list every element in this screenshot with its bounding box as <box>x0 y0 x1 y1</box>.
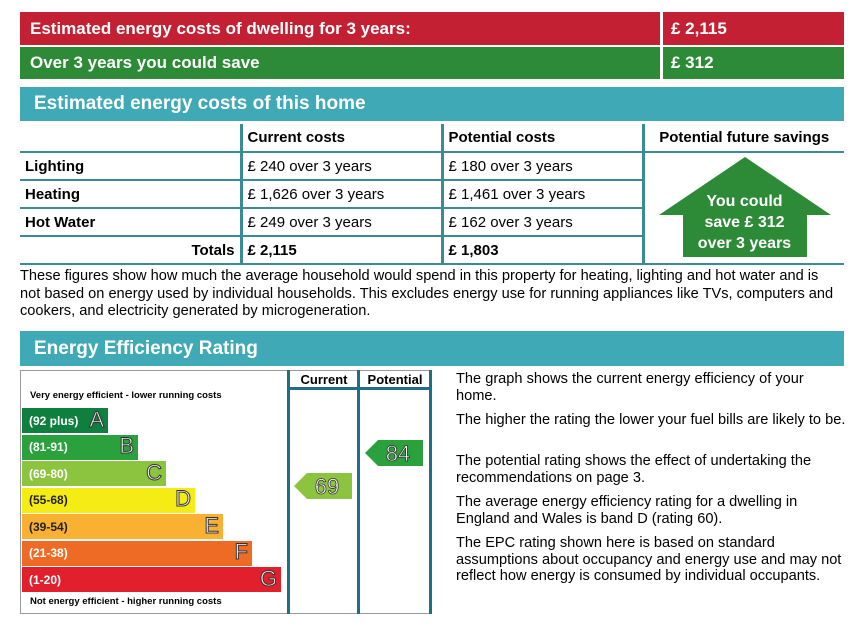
potential-rating-arrow: 84 <box>365 440 423 466</box>
current-rating-arrow: 69 <box>294 473 352 499</box>
rating-band-a: (92 plus) A <box>22 406 108 433</box>
rating-band-range: (55-68) <box>29 493 68 507</box>
estimated-cost-bar: Estimated energy costs of dwelling for 3… <box>20 12 844 45</box>
rating-note-5: The EPC rating shown here is based on st… <box>456 535 842 584</box>
rating-band-letter: D <box>175 486 192 512</box>
rating-band-f: (21-38) F <box>22 539 252 566</box>
current-rating-value: 69 <box>315 474 339 499</box>
row-item: Hot Water <box>20 208 243 236</box>
rating-band-letter: A <box>89 406 105 432</box>
table-row: Heating £ 1,626 over 3 years £ 1,461 ove… <box>20 180 844 208</box>
rating-band-c: (69-80) C <box>22 459 166 486</box>
rating-band-letter: G <box>259 565 277 591</box>
totals-label: Totals <box>20 236 243 264</box>
savings-value: £ 312 <box>671 53 714 72</box>
table-row: Lighting £ 240 over 3 years £ 180 over 3… <box>20 152 844 257</box>
estimated-cost-label-bg <box>20 12 660 45</box>
savings-arrow-line2: save £ 312 <box>704 214 785 231</box>
totals-row: Totals £ 2,115 £ 1,803 <box>20 236 844 264</box>
rating-note-4: The average energy efficiency rating for… <box>456 494 798 527</box>
rating-band-d: (55-68) D <box>22 486 195 513</box>
rating-bottom-note: Not energy efficient - higher running co… <box>30 596 222 607</box>
rating-band-letter: F <box>234 539 248 565</box>
rating-col-divider-left <box>287 370 290 614</box>
rating-band-letter: C <box>146 459 163 485</box>
row-potential: £ 162 over 3 years <box>442 208 645 236</box>
rating-top-note: Very energy efficient - lower running co… <box>30 390 222 401</box>
costs-section-title: Estimated energy costs of this home <box>20 87 844 121</box>
rating-note-1: The graph shows the current energy effic… <box>456 371 804 404</box>
savings-arrow-line1: You could <box>706 193 783 210</box>
explanation-text: These figures show how much the average … <box>20 268 834 319</box>
estimated-cost-value: £ 2,115 <box>671 18 727 38</box>
totals-potential: £ 1,803 <box>442 236 645 264</box>
row-current: £ 240 over 3 years <box>241 152 444 180</box>
savings-bar: Over 3 years you could save £ 312 <box>20 47 844 79</box>
costs-header-item <box>20 124 243 152</box>
row-potential: £ 1,461 over 3 years <box>442 180 645 208</box>
rating-band-e: (39-54) E <box>22 512 223 539</box>
savings-arrow-line3: over 3 years <box>697 235 792 252</box>
costs-header-row: Current costs Potential costs Potential … <box>20 124 844 152</box>
rating-band-range: (21-38) <box>29 546 68 560</box>
costs-table: Current costs Potential costs Potential … <box>20 124 844 265</box>
savings-value-bg <box>663 47 844 79</box>
table-row: Hot Water £ 249 over 3 years £ 162 over … <box>20 208 844 236</box>
savings-label-bg <box>20 47 660 79</box>
estimated-cost-value-bg <box>663 12 844 45</box>
rating-band-range: (1-20) <box>29 572 62 587</box>
current-rating-arrow-shape <box>294 473 352 499</box>
rating-note-2: The higher the rating the lower your fue… <box>456 412 846 428</box>
rating-band-b: (81-91) B <box>22 433 138 460</box>
rating-band-range: (39-54) <box>29 519 68 534</box>
rating-col-divider-mid <box>357 370 360 614</box>
costs-header-savings: Potential future savings <box>659 129 830 146</box>
totals-current: £ 2,115 <box>241 236 444 264</box>
savings-arrow-icon <box>658 157 831 257</box>
rating-col-divider-right <box>429 370 432 614</box>
rating-band-letter: E <box>204 512 220 538</box>
row-potential: £ 180 over 3 years <box>442 152 645 180</box>
savings-arrow-cell: You could save £ 312 over 3 years <box>643 152 844 264</box>
rating-band-letter: B <box>119 433 135 459</box>
rating-band-range: (92 plus) <box>29 413 79 428</box>
costs-header-potential: Potential costs <box>442 124 645 152</box>
row-item: Heating <box>20 180 243 208</box>
rating-col-current: Current <box>300 372 348 387</box>
potential-rating-value: 84 <box>386 441 410 466</box>
row-item: Lighting <box>20 152 243 180</box>
rating-section-title: Energy Efficiency Rating <box>20 331 844 366</box>
savings-label: Over 3 years you could save <box>30 53 260 72</box>
rating-band-g: (1-20) G <box>22 565 281 592</box>
savings-arrow-text: You could save £ 312 over 3 years <box>655 191 835 254</box>
rating-note-3: The potential rating shows the effect of… <box>456 453 812 486</box>
row-current: £ 1,626 over 3 years <box>241 180 444 208</box>
rating-band-range: (69-80) <box>29 466 68 481</box>
rating-col-potential: Potential <box>367 372 423 387</box>
rating-band-range: (81-91) <box>29 440 68 454</box>
row-current: £ 249 over 3 years <box>241 208 444 236</box>
costs-header-current: Current costs <box>241 124 444 152</box>
estimated-cost-label: Estimated energy costs of dwelling for 3… <box>30 18 411 38</box>
potential-rating-arrow-shape <box>365 440 423 466</box>
